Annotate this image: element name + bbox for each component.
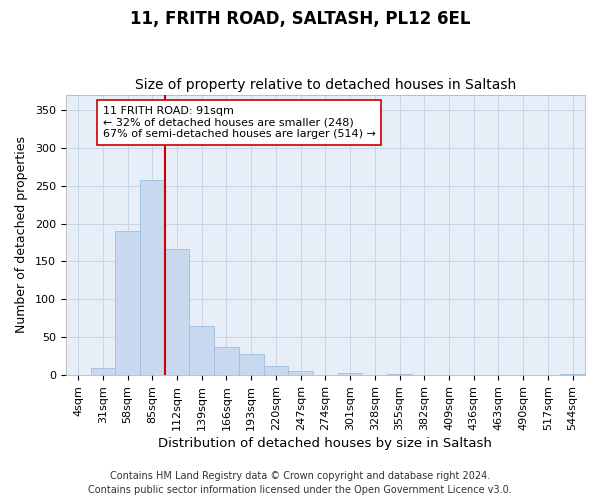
- Bar: [263, 366, 289, 375]
- Text: Contains HM Land Registry data © Crown copyright and database right 2024.
Contai: Contains HM Land Registry data © Crown c…: [88, 471, 512, 495]
- Bar: [91, 368, 115, 375]
- X-axis label: Distribution of detached houses by size in Saltash: Distribution of detached houses by size …: [158, 437, 493, 450]
- Bar: [560, 374, 585, 375]
- Title: Size of property relative to detached houses in Saltash: Size of property relative to detached ho…: [135, 78, 516, 92]
- Text: 11 FRITH ROAD: 91sqm
← 32% of detached houses are smaller (248)
67% of semi-deta: 11 FRITH ROAD: 91sqm ← 32% of detached h…: [103, 106, 376, 139]
- Bar: [164, 248, 190, 375]
- Bar: [214, 347, 239, 375]
- Bar: [289, 370, 313, 375]
- Bar: [140, 180, 164, 375]
- Text: 11, FRITH ROAD, SALTASH, PL12 6EL: 11, FRITH ROAD, SALTASH, PL12 6EL: [130, 10, 470, 28]
- Bar: [190, 326, 214, 375]
- Bar: [338, 373, 362, 375]
- Bar: [387, 374, 412, 375]
- Bar: [239, 354, 263, 375]
- Bar: [115, 231, 140, 375]
- Y-axis label: Number of detached properties: Number of detached properties: [15, 136, 28, 334]
